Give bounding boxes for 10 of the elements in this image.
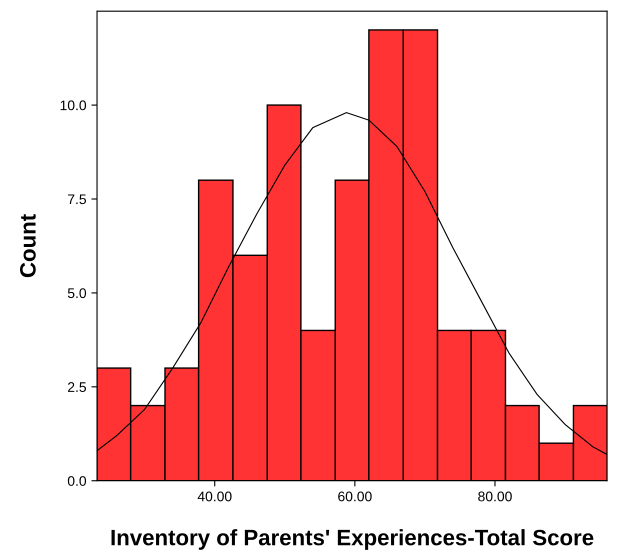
x-tick-label: 40.00 — [198, 492, 232, 502]
y-tick-label: 10.0 — [60, 100, 86, 110]
y-axis-title: Count — [20, 214, 36, 278]
y-tick-label: 2.5 — [68, 382, 86, 392]
x-tick-label: 80.00 — [478, 492, 512, 502]
y-tick-label: 5.0 — [68, 288, 86, 298]
x-axis-title: Inventory of Parents' Experiences-Total Score — [112, 529, 594, 550]
x-tick-label: 60.00 — [338, 492, 372, 502]
y-tick-label: 0.0 — [68, 476, 86, 486]
y-tick-label: 7.5 — [68, 194, 86, 204]
